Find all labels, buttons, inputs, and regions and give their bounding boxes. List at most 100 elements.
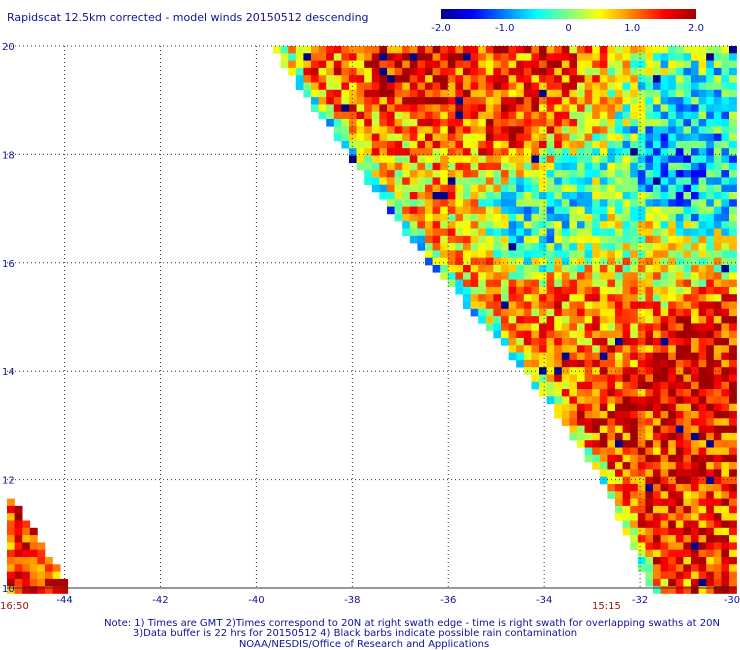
heatmap-cell — [607, 440, 616, 448]
heatmap-cell — [470, 148, 479, 156]
heatmap-cell — [622, 454, 631, 463]
heatmap-cell — [729, 162, 737, 171]
heatmap-cell — [607, 243, 616, 251]
heatmap-cell — [455, 140, 464, 149]
heatmap-cell — [501, 257, 509, 266]
heatmap-cell — [698, 104, 707, 112]
heatmap-cell — [539, 67, 547, 76]
heatmap-cell — [660, 330, 669, 339]
heatmap-cell — [683, 345, 692, 353]
heatmap-cell — [371, 184, 380, 193]
heatmap-cell — [569, 53, 578, 61]
heatmap-cell — [622, 286, 631, 295]
heatmap-cell — [584, 308, 593, 317]
heatmap-cell — [698, 418, 707, 426]
heatmap-cell — [569, 425, 578, 434]
heatmap-cell — [554, 82, 563, 91]
heatmap-cell — [660, 323, 669, 331]
heatmap-cell — [653, 454, 661, 463]
heatmap-cell — [668, 484, 677, 492]
heatmap-cell — [592, 338, 601, 346]
heatmap-cell — [660, 272, 669, 280]
heatmap-cell — [698, 345, 707, 353]
heatmap-cell — [675, 389, 684, 397]
heatmap-cell — [607, 389, 616, 397]
heatmap-cell — [29, 564, 38, 572]
heatmap-cell — [371, 46, 380, 54]
heatmap-cell — [675, 184, 684, 193]
heatmap-cell — [539, 301, 547, 310]
heatmap-cell — [546, 338, 555, 346]
heatmap-cell — [432, 170, 441, 178]
heatmap-cell — [637, 75, 646, 83]
heatmap-cell — [653, 535, 661, 543]
heatmap-cell — [584, 97, 593, 105]
heatmap-cell — [713, 192, 722, 200]
heatmap-cell — [394, 177, 403, 185]
heatmap-cell — [660, 505, 669, 514]
heatmap-cell — [569, 403, 578, 412]
heatmap-cell — [713, 228, 722, 237]
heatmap-cell — [440, 104, 449, 112]
heatmap-cell — [318, 60, 327, 69]
heatmap-cell — [501, 308, 509, 317]
heatmap-cell — [713, 170, 722, 178]
heatmap-cell — [523, 199, 532, 207]
heatmap-cell — [546, 389, 555, 397]
heatmap-cell — [455, 104, 464, 112]
heatmap-cell — [706, 133, 715, 142]
heatmap-cell — [539, 155, 547, 164]
heatmap-cell — [637, 206, 646, 215]
heatmap-cell — [660, 279, 669, 288]
heatmap-cell — [7, 586, 15, 594]
heatmap-cell — [478, 148, 487, 156]
heatmap-cell — [630, 119, 639, 127]
heatmap-cell — [599, 111, 608, 120]
heatmap-cell — [554, 162, 563, 171]
heatmap-cell — [37, 571, 46, 580]
y-tick-label: 16 — [2, 259, 15, 270]
heatmap-cell — [713, 250, 722, 258]
heatmap-cell — [463, 60, 471, 69]
heatmap-cell — [584, 286, 593, 295]
heatmap-cell — [561, 374, 570, 383]
heatmap-cell — [637, 316, 646, 324]
heatmap-cell — [501, 111, 509, 120]
heatmap-cell — [729, 418, 737, 426]
heatmap-cell — [539, 272, 547, 280]
heatmap-cell — [653, 272, 661, 280]
heatmap-cell — [691, 484, 699, 492]
heatmap-cell — [630, 133, 639, 142]
heatmap-cell — [463, 294, 471, 302]
heatmap-cell — [561, 133, 570, 142]
heatmap-cell — [729, 425, 737, 434]
heatmap-cell — [698, 294, 707, 302]
heatmap-cell — [653, 359, 661, 368]
heatmap-cell — [615, 104, 623, 112]
heatmap-cell — [607, 265, 616, 273]
heatmap-cell — [637, 119, 646, 127]
heatmap-cell — [333, 104, 342, 112]
heatmap-cell — [341, 75, 350, 83]
heatmap-cell — [577, 133, 585, 142]
heatmap-cell — [691, 221, 699, 229]
heatmap-cell — [425, 133, 433, 142]
heatmap-cell — [531, 257, 540, 266]
heatmap-cell — [668, 564, 677, 572]
heatmap-cell — [592, 89, 601, 98]
heatmap-cell — [561, 148, 570, 156]
heatmap-cell — [630, 491, 639, 499]
heatmap-cell — [698, 75, 707, 83]
heatmap-cell — [539, 316, 547, 324]
heatmap-cell — [668, 520, 677, 529]
heatmap-cell — [523, 206, 532, 215]
heatmap-cell — [698, 133, 707, 142]
heatmap-cell — [615, 352, 623, 361]
heatmap-cell — [516, 338, 525, 346]
heatmap-cell — [569, 389, 578, 397]
heatmap-cell — [478, 243, 487, 251]
heatmap-cell — [675, 221, 684, 229]
heatmap-cell — [577, 440, 585, 448]
heatmap-cell — [691, 469, 699, 477]
heatmap-cell — [721, 257, 730, 266]
